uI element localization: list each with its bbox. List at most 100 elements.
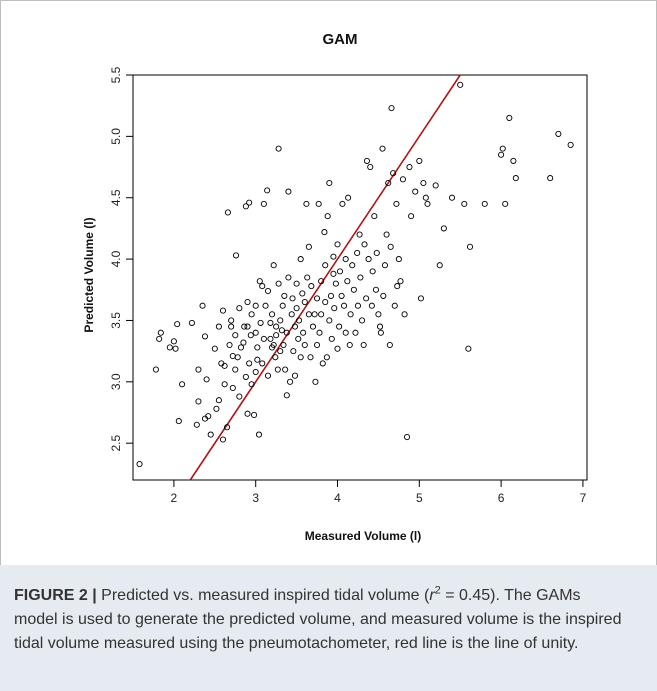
- data-point: [283, 329, 290, 336]
- data-point: [236, 393, 243, 400]
- data-point: [244, 298, 251, 306]
- data-point: [408, 213, 415, 220]
- data-point: [327, 292, 335, 299]
- data-point: [275, 145, 282, 152]
- data-point: [226, 341, 233, 349]
- data-point: [152, 366, 159, 373]
- data-point: [246, 360, 253, 367]
- y-axis: 2.5 3.0 3.5 4.0 4.5 5.0 5.5: [109, 66, 133, 452]
- data-point: [358, 317, 366, 324]
- data-point: [308, 283, 315, 290]
- data-point: [377, 329, 384, 336]
- data-point: [379, 145, 386, 152]
- data-point: [157, 329, 164, 336]
- data-point: [237, 344, 245, 351]
- data-point: [336, 268, 344, 275]
- data-point: [361, 241, 368, 248]
- data-point: [221, 381, 228, 388]
- data-point: [232, 366, 239, 373]
- data-point: [412, 188, 419, 195]
- data-point: [330, 270, 337, 277]
- data-point: [224, 424, 231, 431]
- data-point: [397, 278, 404, 285]
- data-point: [372, 286, 380, 293]
- data-point: [287, 378, 294, 385]
- data-point: [424, 200, 431, 207]
- figure-caption: FIGURE 2 | Predicted vs. measured inspir…: [0, 565, 657, 691]
- data-point: [322, 298, 329, 306]
- data-point: [277, 317, 284, 324]
- data-point: [416, 157, 423, 164]
- y-tick-label: 4.5: [109, 189, 123, 206]
- data-point: [267, 335, 274, 342]
- data-point: [315, 200, 322, 207]
- data-point: [240, 339, 247, 346]
- data-point: [375, 311, 382, 318]
- data-point: [285, 274, 292, 281]
- data-point: [277, 348, 284, 355]
- data-point: [234, 354, 241, 361]
- data-point: [332, 280, 339, 287]
- data-point: [262, 302, 269, 309]
- data-point: [299, 290, 306, 297]
- data-point: [166, 344, 173, 351]
- data-point: [170, 338, 177, 345]
- data-point: [395, 256, 402, 263]
- data-point: [193, 421, 200, 428]
- data-point: [381, 262, 388, 269]
- data-point: [270, 341, 277, 349]
- data-point: [228, 317, 235, 324]
- data-point: [307, 354, 314, 361]
- data-point: [367, 163, 374, 171]
- data-point: [331, 305, 338, 312]
- data-point: [417, 295, 424, 302]
- data-point: [338, 292, 345, 299]
- data-point: [203, 376, 210, 383]
- data-point: [499, 145, 506, 152]
- data-point: [301, 341, 308, 349]
- data-point: [215, 323, 222, 330]
- plot-area-border: [132, 74, 588, 481]
- data-point: [264, 187, 271, 194]
- data-point: [510, 157, 517, 164]
- data-point: [283, 392, 290, 399]
- y-tick-label: 5.0: [109, 128, 123, 145]
- data-point: [257, 319, 264, 326]
- data-point: [244, 410, 251, 417]
- caption-text-end: = 0.45). The GAMs model is used to gener…: [14, 587, 622, 652]
- data-point: [316, 329, 323, 336]
- caption-text-start: Predicted vs. measured inspired tidal vo…: [96, 587, 430, 604]
- data-point: [406, 163, 413, 171]
- data-point: [232, 332, 239, 339]
- x-tick-label: 4: [334, 491, 341, 505]
- data-point: [461, 200, 468, 207]
- data-point: [252, 302, 259, 309]
- data-point: [179, 381, 186, 388]
- data-point: [373, 249, 380, 257]
- data-point: [291, 372, 299, 379]
- data-point: [555, 130, 562, 137]
- data-point: [280, 341, 287, 349]
- data-point: [346, 341, 353, 349]
- data-point: [401, 311, 408, 318]
- data-point: [399, 176, 406, 183]
- x-tick-label: 7: [580, 491, 587, 505]
- data-point: [506, 114, 513, 122]
- data-point: [269, 311, 276, 318]
- data-point: [278, 327, 285, 334]
- r-symbol: r: [429, 587, 435, 604]
- data-point: [224, 209, 231, 216]
- data-point: [273, 332, 280, 339]
- x-axis: 2 3 4 5 6 7: [171, 480, 587, 505]
- data-point: [318, 278, 325, 285]
- y-tick-label: 3.5: [109, 312, 123, 329]
- data-point: [260, 335, 267, 342]
- data-point: [229, 384, 236, 392]
- data-point: [391, 302, 398, 309]
- data-point: [215, 397, 222, 404]
- data-point: [233, 252, 240, 259]
- data-point: [347, 311, 354, 318]
- y-tick-label: 3.0: [109, 373, 123, 390]
- data-point: [385, 179, 392, 187]
- data-point: [228, 323, 235, 330]
